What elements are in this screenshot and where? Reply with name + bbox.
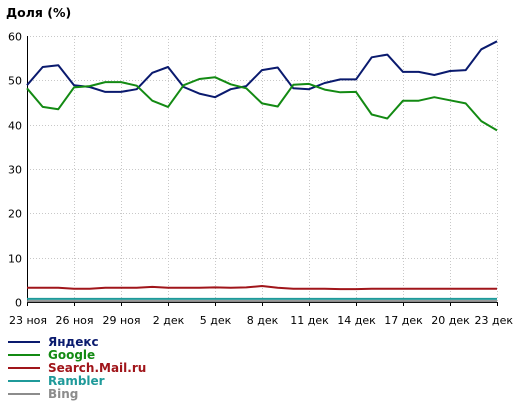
x-tick-label: 17 дек bbox=[384, 314, 423, 327]
x-tick-label: 26 ноя bbox=[55, 314, 93, 327]
x-tick-label: 14 дек bbox=[337, 314, 376, 327]
x-tick-label: 8 дек bbox=[247, 314, 279, 327]
y-tick-label: 60 bbox=[8, 31, 22, 44]
y-tick-label: 20 bbox=[8, 208, 22, 221]
x-tick-label: 29 ноя bbox=[102, 314, 140, 327]
x-tick-label: 5 дек bbox=[200, 314, 232, 327]
x-tick-label: 23 ноя bbox=[9, 314, 47, 327]
y-tick-label: 50 bbox=[8, 75, 22, 88]
series-line-google bbox=[26, 76, 498, 132]
y-tick-label: 40 bbox=[8, 120, 22, 133]
x-tick-label: 23 дек bbox=[474, 314, 513, 327]
x-tick-label: 11 дек bbox=[290, 314, 329, 327]
chart-title: Доля (%) bbox=[6, 5, 71, 20]
legend-label: Search.Mail.ru bbox=[48, 361, 146, 375]
x-tick-label: 2 дек bbox=[153, 314, 185, 327]
grid bbox=[27, 36, 498, 302]
series-line-яндекс bbox=[26, 40, 498, 99]
y-tick-label: 0 bbox=[15, 297, 22, 310]
y-tick-label: 10 bbox=[8, 253, 22, 266]
x-tick-label: 20 дек bbox=[431, 314, 470, 327]
series-lines bbox=[26, 40, 498, 303]
legend-label: Bing bbox=[48, 387, 78, 401]
legend-label: Rambler bbox=[48, 374, 105, 388]
y-tick-label: 30 bbox=[8, 164, 22, 177]
legend-label: Google bbox=[48, 348, 95, 362]
axes: 0 10 20 30 40 50 60 23 ноя 26 ноя 29 ноя 2 дек 5 де… bbox=[8, 31, 513, 328]
legend-label: Яндекс bbox=[48, 335, 99, 349]
series-line-search-mail-ru bbox=[27, 285, 497, 291]
